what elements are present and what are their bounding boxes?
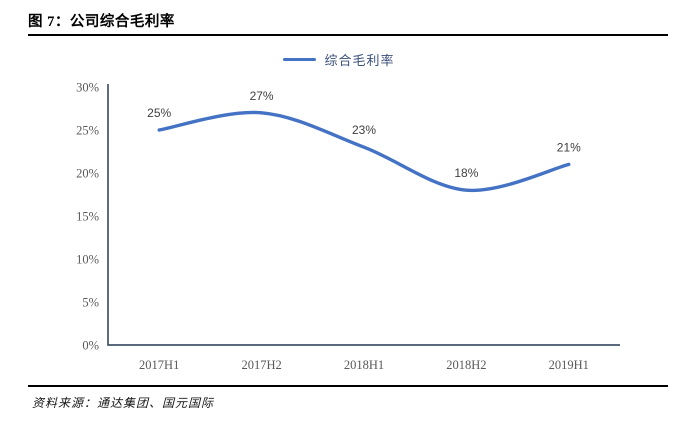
x-axis-label: 2018H1 bbox=[344, 358, 384, 372]
x-axis-label: 2017H2 bbox=[241, 358, 281, 372]
series-line bbox=[157, 110, 571, 193]
y-axis-tick-label: 5% bbox=[82, 296, 99, 310]
data-label: 25% bbox=[147, 106, 171, 120]
figure-title: 图 7：公司综合毛利率 bbox=[28, 14, 175, 30]
source-note: 资料来源：通达集团、国元国际 bbox=[32, 396, 215, 410]
chart-legend: 综合毛利率 bbox=[0, 51, 678, 68]
y-axis-tick-label: 10% bbox=[76, 253, 99, 267]
footer-divider bbox=[28, 385, 668, 387]
legend-label: 综合毛利率 bbox=[324, 52, 395, 68]
y-axis-tick-label: 30% bbox=[76, 81, 99, 95]
y-axis-tick-label: 25% bbox=[76, 124, 99, 138]
x-axis-label: 2019H1 bbox=[549, 358, 589, 372]
data-label: 21% bbox=[557, 140, 581, 154]
y-axis-tick-label: 0% bbox=[82, 339, 99, 353]
y-axis-tick-label: 20% bbox=[76, 167, 99, 181]
data-label: 18% bbox=[454, 166, 478, 180]
title-divider bbox=[28, 34, 668, 36]
data-label: 23% bbox=[352, 123, 376, 137]
y-axis-tick-label: 15% bbox=[76, 210, 99, 224]
x-axis-label: 2017H1 bbox=[139, 358, 179, 372]
x-axis-label: 2018H2 bbox=[446, 358, 486, 372]
line-chart: 0% 5% 10% 15% 20% 25% 30% 2017H1 2017H2 2018H1 201… bbox=[76, 81, 620, 372]
legend-line-swatch bbox=[283, 57, 317, 62]
axis-lines bbox=[107, 84, 620, 346]
data-label: 27% bbox=[250, 89, 274, 103]
